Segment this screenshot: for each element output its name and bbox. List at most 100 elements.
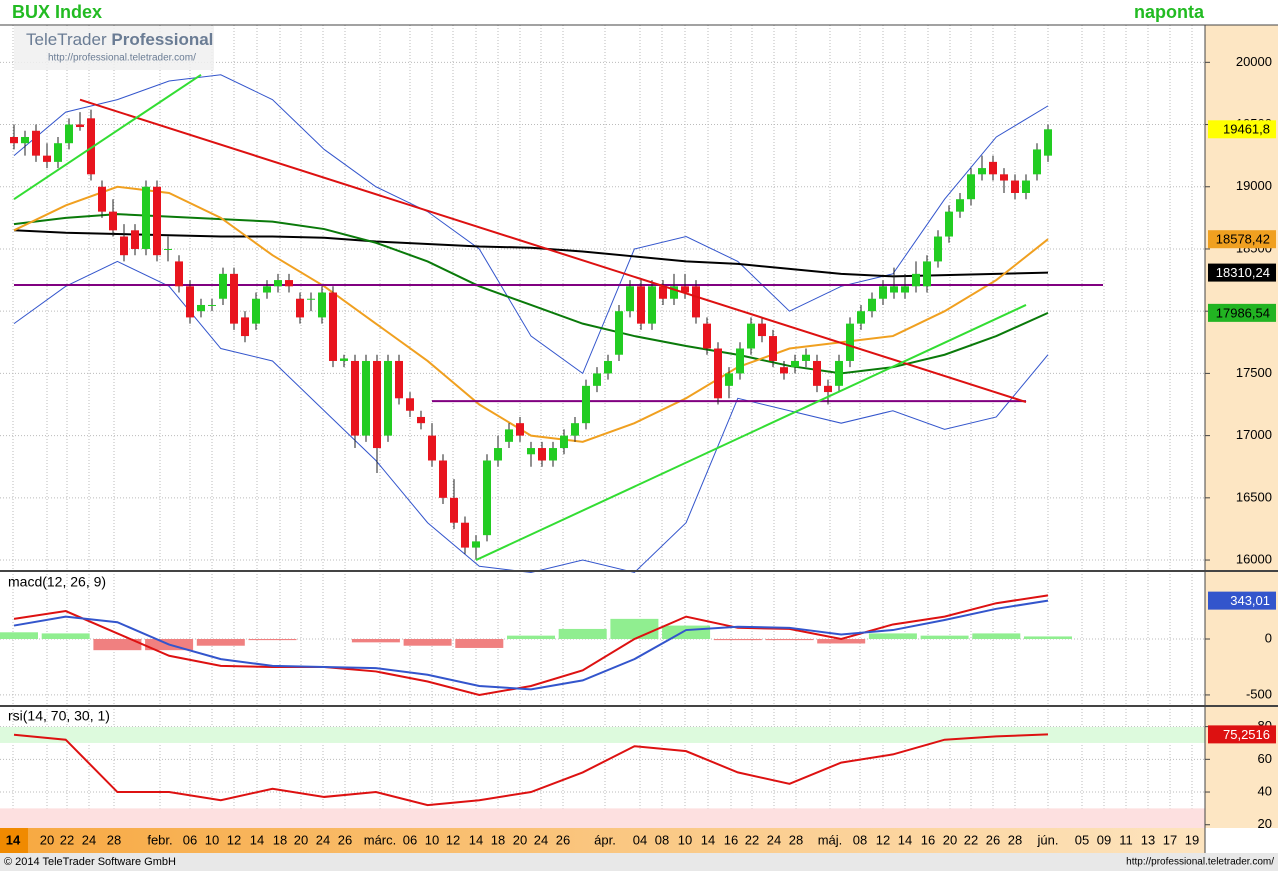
- candle-body: [186, 286, 194, 318]
- value-badge-label: 18578,42: [1216, 232, 1270, 247]
- candle-body: [582, 385, 590, 424]
- x-axis-year: [0, 828, 28, 853]
- indicator-line: [13, 594, 1049, 696]
- y-tick-label: 19000: [1236, 178, 1272, 193]
- value-badge: [1208, 230, 1276, 249]
- histogram-bar: [351, 639, 400, 643]
- x-tick-label: 05: [1075, 832, 1089, 847]
- candle-body: [516, 423, 524, 436]
- value-badge: [1208, 120, 1276, 139]
- x-tick-label: 14: [701, 832, 715, 847]
- value-badge-label: 18310,24: [1216, 265, 1270, 280]
- candle-body: [98, 186, 106, 212]
- value-badge-label: 17986,54: [1216, 305, 1270, 320]
- price-axis-strip: [1205, 25, 1278, 828]
- x-tick-label: márc.: [364, 832, 397, 847]
- value-badge: [1208, 725, 1276, 744]
- candle-body: [879, 286, 887, 299]
- candle-body: [956, 199, 964, 212]
- x-tick-label: 13: [1141, 832, 1155, 847]
- candle-body: [307, 298, 315, 300]
- candle-body: [505, 429, 513, 442]
- candle-body: [824, 385, 832, 393]
- x-tick-label: 10: [678, 832, 692, 847]
- x-tick-label: 20: [40, 832, 54, 847]
- histogram-bar: [920, 635, 969, 639]
- trend-line: [13, 73, 202, 201]
- candle-body: [978, 168, 986, 175]
- histogram-bar: [93, 639, 142, 651]
- candle-body: [87, 118, 95, 175]
- value-badge-label: 343,01: [1230, 593, 1270, 608]
- histogram-bar: [558, 628, 607, 639]
- candle-body: [901, 286, 909, 293]
- candle-body: [989, 161, 997, 175]
- histogram-bar: [0, 632, 38, 639]
- candle-body: [230, 273, 238, 324]
- logo-a: TeleTrader: [26, 30, 107, 49]
- candle-body: [835, 360, 843, 386]
- x-tick-label: 16: [724, 832, 738, 847]
- candle-body: [54, 143, 62, 162]
- histogram-bar: [455, 639, 504, 648]
- candle-body: [527, 448, 535, 455]
- y-tick-label: 16000: [1236, 551, 1272, 566]
- candle-body: [780, 367, 788, 374]
- candle-body: [1044, 129, 1052, 156]
- candle-body: [241, 317, 249, 337]
- copyright: © 2014 TeleTrader Software GmbH: [4, 856, 176, 868]
- candle-body: [802, 354, 810, 361]
- x-tick-label: 12: [227, 832, 241, 847]
- x-tick-label: 19: [1185, 832, 1199, 847]
- candle-body: [10, 136, 18, 144]
- candle-body: [593, 373, 601, 386]
- candle-body: [1033, 149, 1041, 175]
- candle-body: [747, 323, 755, 349]
- histogram-bar: [403, 639, 452, 646]
- x-tick-label: 18: [491, 832, 505, 847]
- trend-line: [475, 304, 1027, 561]
- candle-body: [406, 398, 414, 411]
- candle-body: [395, 360, 403, 399]
- histogram-bar: [713, 639, 762, 641]
- indicator-line: [13, 733, 1049, 807]
- value-badge: [1208, 303, 1276, 322]
- histogram-bar: [868, 633, 917, 639]
- x-tick-label: ápr.: [594, 832, 616, 847]
- candle-body: [450, 497, 458, 523]
- candle-body: [362, 360, 370, 436]
- x-tick-label: 20: [294, 832, 308, 847]
- x-tick-label: 09: [1097, 832, 1111, 847]
- candle-body: [670, 286, 678, 299]
- candle-body: [329, 292, 337, 361]
- candle-body: [175, 261, 183, 287]
- candle-body: [813, 360, 821, 386]
- x-tick-label: 14: [250, 832, 264, 847]
- y-tick-label: -500: [1246, 686, 1272, 701]
- candle-body: [318, 292, 326, 318]
- candle-body: [417, 416, 425, 424]
- x-tick-label: 06: [183, 832, 197, 847]
- candle-body: [461, 522, 469, 548]
- chart-title: BUX Index: [12, 2, 102, 22]
- logo-box: [14, 26, 214, 70]
- candle-body: [1022, 180, 1030, 193]
- x-tick-label: 18: [273, 832, 287, 847]
- x-tick-label: 22: [745, 832, 759, 847]
- candle-body: [571, 423, 579, 436]
- value-badge-label: 19461,8: [1223, 122, 1270, 137]
- histogram-bar: [41, 633, 90, 639]
- candle-body: [428, 435, 436, 461]
- x-tick-label: jún.: [1037, 832, 1059, 847]
- y-tick-label: 17000: [1236, 427, 1272, 442]
- histogram-bar: [765, 639, 814, 641]
- footer-bar: [0, 853, 1278, 871]
- indicator-line: [13, 229, 1049, 278]
- candle-body: [142, 186, 150, 249]
- candle-body: [714, 348, 722, 399]
- x-tick-label: 20: [513, 832, 527, 847]
- x-tick-label: 28: [107, 832, 121, 847]
- histogram-bar: [662, 625, 711, 639]
- x-tick-label: 24: [82, 832, 96, 847]
